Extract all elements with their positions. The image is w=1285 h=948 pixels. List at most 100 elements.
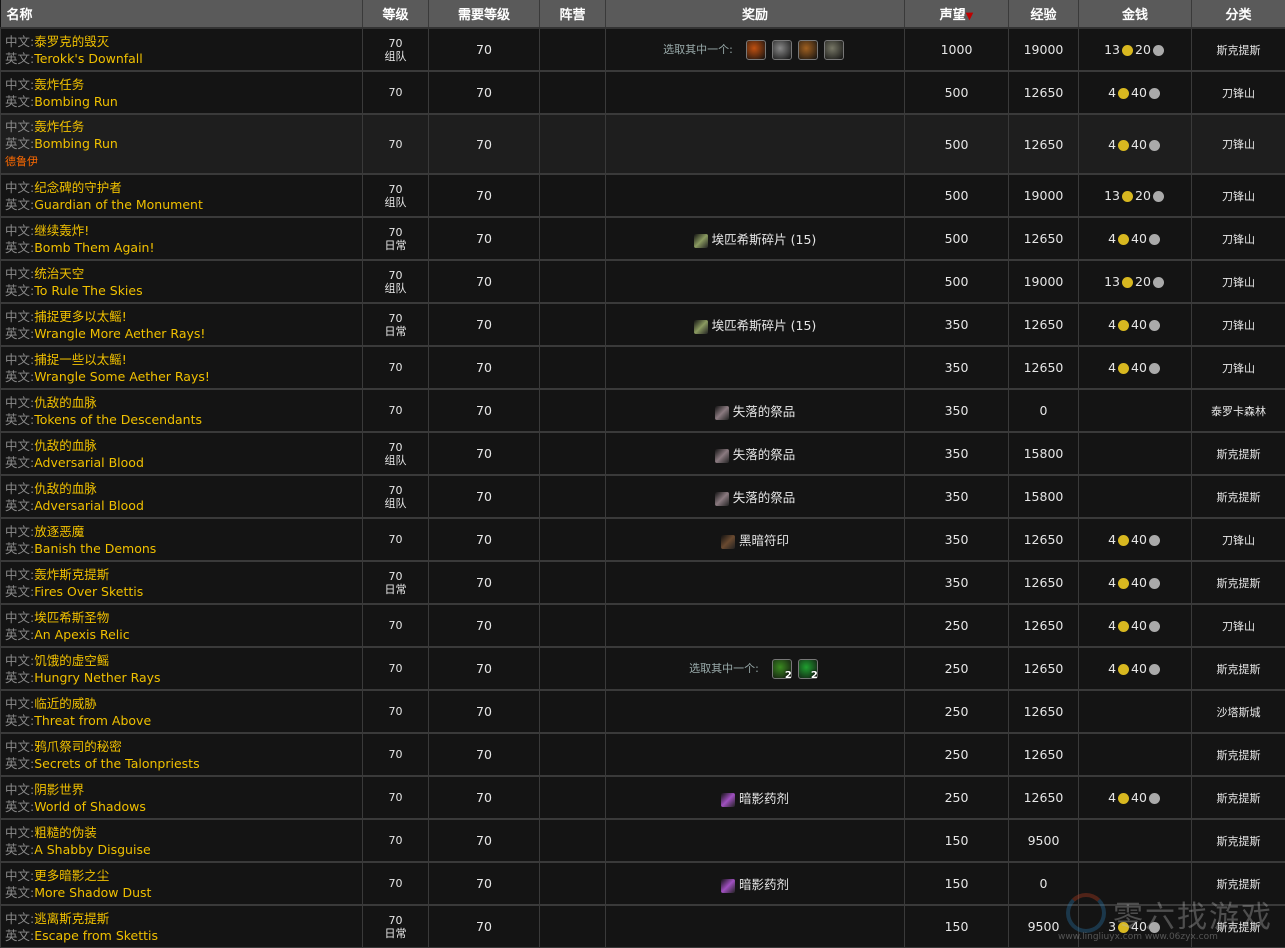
reward-item-link[interactable]: 埃匹希斯碎片 (15) bbox=[694, 318, 817, 333]
quest-en-link[interactable]: Wrangle Some Aether Rays! bbox=[34, 369, 210, 384]
quest-en-link[interactable]: An Apexis Relic bbox=[34, 627, 129, 642]
reward-item-link[interactable]: 暗影药剂 bbox=[721, 791, 789, 806]
quest-cn-link[interactable]: 仇敌的血脉 bbox=[34, 395, 97, 410]
xp-cell: 12650 bbox=[1009, 604, 1079, 647]
table-row[interactable]: 中文:鸦爪祭司的秘密英文:Secrets of the Talonpriests… bbox=[1, 733, 1285, 776]
quest-en-link[interactable]: Threat from Above bbox=[34, 713, 151, 728]
gold-amount: 13 bbox=[1104, 274, 1120, 289]
reward-cell bbox=[606, 819, 905, 862]
quest-cn-link[interactable]: 继续轰炸! bbox=[34, 223, 89, 238]
quest-en-link[interactable]: Adversarial Blood bbox=[34, 498, 144, 513]
quest-cn-link[interactable]: 更多暗影之尘 bbox=[34, 868, 109, 883]
reward-item-link[interactable]: 失落的祭品 bbox=[715, 447, 796, 462]
fire-weapon-icon[interactable] bbox=[746, 40, 766, 60]
col-req-level[interactable]: 需要等级 bbox=[429, 0, 540, 28]
reward-item-link[interactable]: 暗影药剂 bbox=[721, 877, 789, 892]
quest-cn-link[interactable]: 粗糙的伪装 bbox=[34, 825, 97, 840]
spear-icon[interactable] bbox=[824, 40, 844, 60]
quest-en-link[interactable]: Bombing Run bbox=[34, 136, 118, 151]
quest-cn-link[interactable]: 纪念碑的守护者 bbox=[34, 180, 122, 195]
quest-cn-link[interactable]: 轰炸斯克提斯 bbox=[34, 567, 109, 582]
reward-item-name: 失落的祭品 bbox=[733, 490, 796, 505]
quest-en-link[interactable]: More Shadow Dust bbox=[34, 885, 151, 900]
faction-cell bbox=[540, 174, 606, 217]
quest-en-link[interactable]: A Shabby Disguise bbox=[34, 842, 150, 857]
quest-cn-link[interactable]: 轰炸任务 bbox=[34, 119, 84, 134]
col-rep[interactable]: 声望▼ bbox=[905, 0, 1009, 28]
quest-en-link[interactable]: Secrets of the Talonpriests bbox=[34, 756, 199, 771]
quest-en-link[interactable]: Hungry Nether Rays bbox=[34, 670, 160, 685]
quest-cn-link[interactable]: 统治天空 bbox=[34, 266, 84, 281]
quest-en-link[interactable]: Bomb Them Again! bbox=[34, 240, 154, 255]
quest-type: 组队 bbox=[363, 196, 428, 209]
table-row[interactable]: 中文:捕捉更多以太鳐!英文:Wrangle More Aether Rays!7… bbox=[1, 303, 1285, 346]
quest-en-link[interactable]: Bombing Run bbox=[34, 94, 118, 109]
col-category[interactable]: 分类 bbox=[1192, 0, 1285, 28]
quest-cn-link[interactable]: 鸦爪祭司的秘密 bbox=[34, 739, 122, 754]
quest-cn-link[interactable]: 仇敌的血脉 bbox=[34, 438, 97, 453]
quest-en-link[interactable]: Tokens of the Descendants bbox=[34, 412, 202, 427]
quest-cn-link[interactable]: 泰罗克的毁灭 bbox=[34, 34, 109, 49]
req-level-cell: 70 bbox=[429, 217, 540, 260]
green-potion-icon[interactable]: 2 bbox=[798, 659, 818, 679]
quest-cn-link[interactable]: 捕捉更多以太鳐! bbox=[34, 309, 127, 324]
quest-en-link[interactable]: To Rule The Skies bbox=[34, 283, 142, 298]
money-cell bbox=[1079, 862, 1192, 905]
xp-cell: 12650 bbox=[1009, 303, 1079, 346]
silver-coin-icon bbox=[1153, 277, 1164, 288]
col-reward[interactable]: 奖励 bbox=[606, 0, 905, 28]
reward-item-link[interactable]: 黑暗符印 bbox=[721, 533, 789, 548]
quest-cn-link[interactable]: 仇敌的血脉 bbox=[34, 481, 97, 496]
col-money[interactable]: 金钱 bbox=[1079, 0, 1192, 28]
reward-item-link[interactable]: 失落的祭品 bbox=[715, 490, 796, 505]
quest-cn-link[interactable]: 阴影世界 bbox=[34, 782, 84, 797]
quest-cn-link[interactable]: 逃离斯克提斯 bbox=[34, 911, 109, 926]
quest-en-link[interactable]: Adversarial Blood bbox=[34, 455, 144, 470]
sword-icon[interactable] bbox=[772, 40, 792, 60]
col-xp[interactable]: 经验 bbox=[1009, 0, 1079, 28]
category-cell: 斯克提斯 bbox=[1192, 28, 1285, 71]
quest-cn-link[interactable]: 放逐恶魔 bbox=[34, 524, 84, 539]
col-level[interactable]: 等级 bbox=[363, 0, 429, 28]
quest-en-link[interactable]: World of Shadows bbox=[34, 799, 146, 814]
quest-en-link[interactable]: Fires Over Skettis bbox=[34, 584, 143, 599]
req-level-cell: 70 bbox=[429, 114, 540, 174]
quest-en-link[interactable]: Wrangle More Aether Rays! bbox=[34, 326, 205, 341]
quest-en-link[interactable]: Terokk's Downfall bbox=[34, 51, 143, 66]
quest-cn-link[interactable]: 临近的威胁 bbox=[34, 696, 97, 711]
amulet-icon[interactable] bbox=[798, 40, 818, 60]
quest-en-link[interactable]: Banish the Demons bbox=[34, 541, 156, 556]
quest-cn-link[interactable]: 饥饿的虚空鳐 bbox=[34, 653, 109, 668]
reward-item-link[interactable]: 埃匹希斯碎片 (15) bbox=[694, 232, 817, 247]
col-faction[interactable]: 阵营 bbox=[540, 0, 606, 28]
reward-item-link[interactable]: 失落的祭品 bbox=[715, 404, 796, 419]
quest-cn-link[interactable]: 轰炸任务 bbox=[34, 77, 84, 92]
table-row[interactable]: 中文:捕捉一些以太鳐!英文:Wrangle Some Aether Rays!7… bbox=[1, 346, 1285, 389]
quest-cn-link[interactable]: 埃匹希斯圣物 bbox=[34, 610, 109, 625]
quest-cn-link[interactable]: 捕捉一些以太鳐! bbox=[34, 352, 127, 367]
quest-en-link[interactable]: Guardian of the Monument bbox=[34, 197, 203, 212]
green-potion-icon[interactable]: 2 bbox=[772, 659, 792, 679]
col-name[interactable]: 名称 bbox=[1, 0, 363, 28]
quest-en-link[interactable]: Escape from Skettis bbox=[34, 928, 158, 943]
